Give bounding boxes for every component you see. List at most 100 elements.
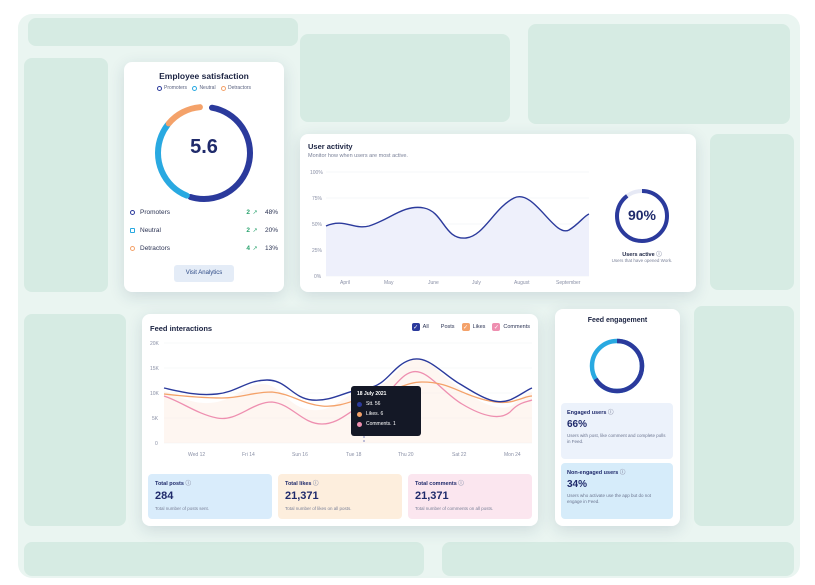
posts-dot (357, 401, 362, 407)
x-tick: July (472, 280, 481, 286)
legend-label: Promoters (163, 85, 188, 91)
legend: Promoters Neutral Detractors (124, 85, 284, 93)
stat-value: 21,371 (415, 490, 449, 502)
placeholder-block (300, 34, 510, 122)
non-engaged-users-box: Non-engaged users ⓘ 34% Users who activa… (561, 463, 673, 519)
stat-description: Total number of posts sent. (155, 506, 210, 511)
x-tick: Fri 14 (242, 452, 255, 458)
x-axis-labels: April May June July August September (340, 280, 581, 286)
y-tick: 100% (310, 170, 323, 176)
engagement-ring (589, 338, 645, 394)
arrow-up-right-icon: ↗ (252, 228, 258, 234)
user-activity-card: User activity Monitor how when users are… (300, 134, 696, 292)
employee-satisfaction-card: Employee satisfaction Promoters Neutral … (124, 62, 284, 292)
likes-checkbox[interactable]: ✓ (461, 323, 470, 331)
stat-description: Total number of likes on all posts. (285, 506, 352, 511)
row-label: Neutral (140, 227, 161, 234)
gauge-neutral-arc (155, 104, 253, 202)
total-comments-card: Total comments ⓘ 21,371 Total number of … (408, 474, 532, 519)
info-icon: ⓘ (607, 410, 614, 416)
legend-label: Detractors (227, 85, 252, 91)
placeholder-block (694, 306, 794, 526)
placeholder-block (24, 542, 424, 576)
y-tick: 10K (150, 391, 160, 397)
y-tick: 20K (150, 341, 160, 347)
promoters-row: Promoters 2 ↗ 48% (130, 209, 278, 216)
box-value: 34% (567, 479, 588, 490)
total-likes-card: Total likes ⓘ 21,371 Total number of lik… (278, 474, 402, 519)
legend-label: Likes (472, 324, 486, 330)
circle-icon (220, 85, 226, 91)
satisfaction-score: 5.6 (190, 136, 218, 158)
chart-tooltip: 18 July 2021 Stt. 56 Likes. 6 Comments. … (351, 386, 421, 436)
posts-line (163, 358, 533, 403)
x-axis-labels: Wed 12 Fri 14 Sun 16 Tue 18 Thu 20 Sat 2… (188, 452, 521, 458)
likes-dot (357, 411, 362, 417)
row-count: 2 (246, 227, 250, 234)
placeholder-block (28, 18, 298, 46)
user-activity-chart: 100% 75% 50% 25% 0% April May June July … (310, 170, 590, 286)
info-icon: ⓘ (185, 481, 191, 487)
y-tick: 25% (312, 248, 323, 254)
x-tick: Tue 18 (346, 452, 362, 458)
row-percent: 48% (264, 209, 278, 216)
box-title: Engaged users ⓘ (567, 410, 614, 416)
feed-interactions-chart: 20K 15K 10K 5K 0 Wed 12 Fri 14 Sun 16 Tu… (150, 341, 533, 458)
tooltip-row-comments: Comments. 1 (357, 421, 415, 427)
tooltip-date: 18 July 2021 (357, 391, 387, 397)
y-tick: 75% (312, 196, 323, 202)
placeholder-block (24, 58, 108, 292)
arrow-up-right-icon: ↗ (252, 246, 258, 252)
tooltip-value: Likes. 6 (366, 411, 384, 417)
likes-area (164, 358, 532, 443)
ring-progress (615, 189, 669, 243)
stat-title: Total likes ⓘ (285, 481, 319, 487)
card-subtitle: Monitor how when users are most active. (308, 153, 408, 159)
detractors-row: Detractors 4 ↗ 13% (130, 245, 278, 252)
stat-value: 284 (155, 490, 174, 502)
legend-label: All (422, 324, 429, 330)
placeholder-block (528, 24, 790, 124)
x-tick: Mon 24 (504, 452, 521, 458)
row-count: 4 (246, 245, 250, 252)
info-icon[interactable]: ⓘ (656, 252, 662, 258)
y-tick: 0 (155, 441, 158, 447)
row-label: Promoters (140, 209, 170, 216)
box-title: Non-engaged users ⓘ (567, 470, 626, 476)
feed-engagement-card: Feed engagement Engaged users ⓘ 66% User… (555, 309, 680, 526)
x-tick: May (384, 280, 394, 286)
y-tick: 5K (152, 416, 159, 422)
x-tick: April (340, 280, 350, 286)
x-tick: Wed 12 (188, 452, 205, 458)
legend-item-neutral: Neutral (192, 85, 216, 91)
stat-title: Total comments ⓘ (415, 481, 464, 487)
chart-legend: ✓ All Posts ✓ Likes ✓ Comments (411, 323, 530, 331)
gauge-promoters-arc (155, 104, 253, 202)
legend-label: Neutral (199, 85, 216, 91)
promoters-icon (130, 210, 135, 215)
detractors-icon (130, 246, 135, 251)
card-title: Feed engagement (587, 317, 648, 324)
comments-checkbox[interactable]: ✓ (492, 323, 501, 331)
feed-interactions-card: Feed interactions ✓ All Posts ✓ Likes ✓ Com… (142, 314, 538, 526)
tooltip-value: Comments. 1 (366, 421, 396, 427)
tooltip-row-likes: Likes. 6 (357, 411, 415, 417)
info-icon: ⓘ (619, 470, 626, 476)
y-axis-labels: 20K 15K 10K 5K 0 (150, 341, 160, 447)
activity-area (326, 196, 589, 276)
all-checkbox[interactable]: ✓ (411, 323, 420, 331)
y-tick: 0% (314, 274, 322, 280)
stat-title: Total posts ⓘ (155, 481, 191, 487)
stat-value: 21,371 (285, 490, 319, 502)
placeholder-block (24, 314, 126, 526)
x-tick: September (556, 280, 581, 286)
engaged-arc (589, 338, 645, 394)
neutral-icon (130, 228, 135, 233)
users-active-ring (615, 189, 669, 243)
tooltip-value: Stt. 56 (366, 401, 381, 407)
visit-analytics-button[interactable]: Visit Analytics (174, 265, 234, 282)
users-active-value: 90% (627, 207, 657, 223)
box-description: Users who activate use the app but do no… (567, 493, 652, 505)
users-active-sub: Users that have opened Work. (611, 258, 673, 263)
arrow-up-right-icon: ↗ (252, 210, 258, 216)
